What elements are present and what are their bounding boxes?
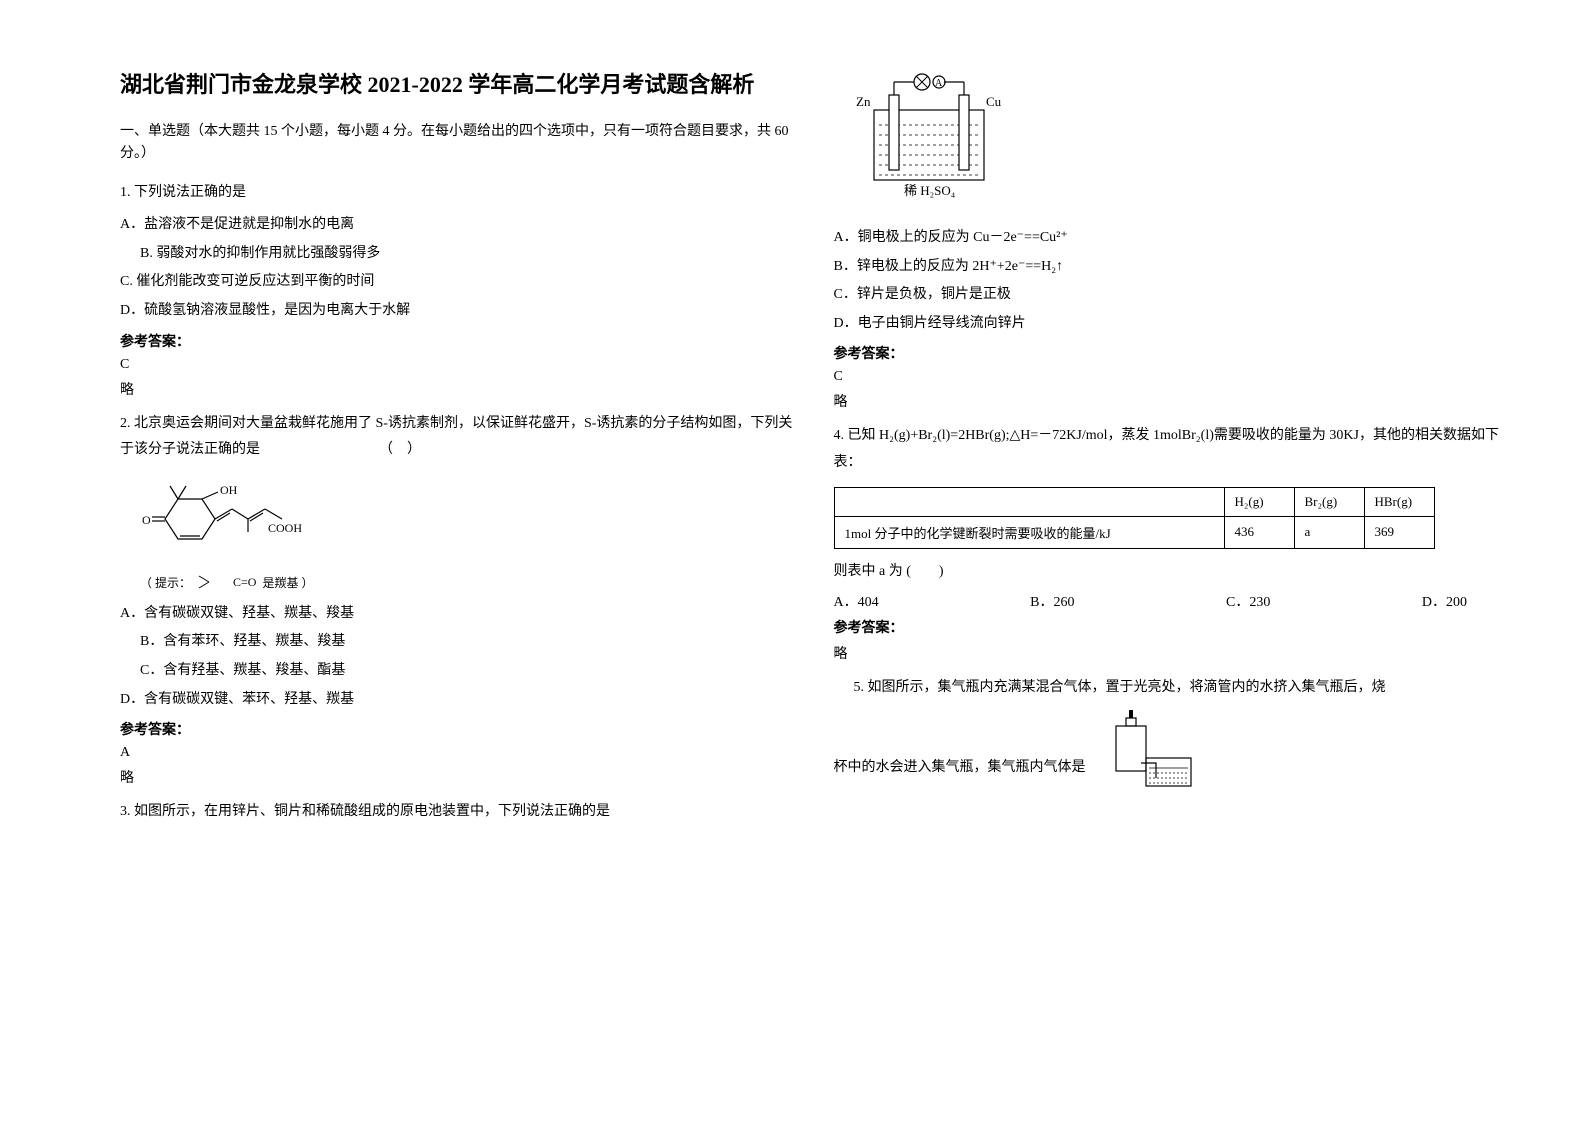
q1-option-a: A．盐溶液不是促进就是抑制水的电离: [120, 212, 794, 239]
q2-option-c: C．含有羟基、羰基、羧基、酯基: [120, 658, 794, 685]
question-3-options: A．铜电极上的反应为 Cu－2e⁻==Cu²⁺ B．锌电极上的反应为 2H⁺+2…: [834, 225, 1508, 411]
galvanic-cell-diagram: A Zn Cu 稀 H₂SO₄: [844, 70, 1508, 205]
q3-option-c: C．锌片是负极，铜片是正极: [834, 282, 1508, 309]
mol-cooh-label: COOH: [268, 521, 302, 535]
question-1: 1. 下列说法正确的是 A．盐溶液不是促进就是抑制水的电离 B. 弱酸对水的抑制…: [120, 180, 794, 399]
q5-stem-2: 杯中的水会进入集气瓶，集气瓶内气体是: [834, 755, 1086, 782]
hint-prefix: （ 提示：: [140, 574, 191, 591]
q1-option-c: C. 催化剂能改变可逆反应达到平衡的时间: [120, 269, 794, 296]
mol-oh-label: OH: [220, 483, 238, 497]
svg-text:A: A: [935, 78, 943, 89]
q4-stem: 4. 已知 H₂(g)+Br₂(l)=2HBr(g);△H=－72KJ/mol，…: [834, 423, 1508, 476]
q4-option-a: A．404: [834, 591, 879, 611]
hint-suffix: 是羰基 ）: [262, 574, 313, 591]
h2so4-label: 稀 H₂SO₄: [904, 183, 956, 198]
q2-hint: （ 提示： C=O 是羰基 ）: [140, 574, 794, 591]
q4-note: 略: [834, 643, 1508, 663]
q5-stem-1: 5. 如图所示，集气瓶内充满某混合气体，置于光亮处，将滴管内的水挤入集气瓶后，烧: [834, 675, 1508, 702]
molecule-diagram: O OH COOH: [140, 474, 794, 564]
q2-answer-label: 参考答案：: [120, 719, 794, 739]
q1-note: 略: [120, 379, 794, 399]
question-2: 2. 北京奥运会期间对大量盆栽鲜花施用了 S-诱抗素制剂，以保证鲜花盛开，S-诱…: [120, 411, 794, 788]
q4-table: H₂(g) Br₂(g) HBr(g) 1mol 分子中的化学键断裂时需要吸收的…: [834, 487, 1435, 549]
q3-stem: 3. 如图所示，在用锌片、铜片和稀硫酸组成的原电池装置中，下列说法正确的是: [120, 799, 794, 826]
q1-answer: C: [120, 357, 794, 373]
th-blank: [834, 487, 1224, 516]
cell-svg: A Zn Cu 稀 H₂SO₄: [844, 70, 1014, 200]
q2-option-b: B．含有苯环、羟基、羰基、羧基: [120, 629, 794, 656]
q3-answer: C: [834, 369, 1508, 385]
q1-option-d: D．硫酸氢钠溶液显酸性，是因为电离大于水解: [120, 298, 794, 325]
table-data-row: 1mol 分子中的化学键断裂时需要吸收的能量/kJ 436 a 369: [834, 516, 1434, 548]
carbonyl-icon: [197, 574, 227, 590]
q1-answer-label: 参考答案：: [120, 331, 794, 351]
mol-o-label: O: [142, 513, 151, 527]
question-5: 5. 如图所示，集气瓶内充满某混合气体，置于光亮处，将滴管内的水挤入集气瓶后，烧…: [834, 675, 1508, 788]
row-label: 1mol 分子中的化学键断裂时需要吸收的能量/kJ: [834, 516, 1224, 548]
q3-option-a: A．铜电极上的反应为 Cu－2e⁻==Cu²⁺: [834, 225, 1508, 252]
th-br2: Br₂(g): [1294, 487, 1364, 516]
q4-option-c: C．230: [1226, 591, 1270, 611]
q4-options-row: A．404 B．260 C．230 D．200: [834, 591, 1508, 611]
th-hbr: HBr(g): [1364, 487, 1434, 516]
val-h2: 436: [1224, 516, 1294, 548]
q4-tail: 则表中 a 为 ( ): [834, 559, 1508, 586]
q2-answer: A: [120, 745, 794, 761]
q1-stem: 1. 下列说法正确的是: [120, 180, 794, 207]
q4-option-d: D．200: [1422, 591, 1467, 611]
q2-note: 略: [120, 767, 794, 787]
cu-label: Cu: [986, 94, 1002, 109]
q3-note: 略: [834, 391, 1508, 411]
section-1-header: 一、单选题（本大题共 15 个小题，每小题 4 分。在每小题给出的四个选项中，只…: [120, 121, 794, 166]
q5-apparatus-row: 杯中的水会进入集气瓶，集气瓶内气体是: [834, 708, 1508, 788]
q3-answer-label: 参考答案：: [834, 343, 1508, 363]
table-header-row: H₂(g) Br₂(g) HBr(g): [834, 487, 1434, 516]
q3-option-b: B．锌电极上的反应为 2H⁺+2e⁻==H₂↑: [834, 254, 1508, 281]
right-column: A Zn Cu 稀 H₂SO₄ A．铜电极上的反应为 Cu－2e⁻==Cu²⁺ …: [814, 70, 1528, 1082]
q2-option-d: D．含有碳碳双键、苯环、羟基、羰基: [120, 687, 794, 714]
left-column: 湖北省荆门市金龙泉学校 2021-2022 学年高二化学月考试题含解析 一、单选…: [100, 70, 814, 1082]
th-h2: H₂(g): [1224, 487, 1294, 516]
molecule-svg: O OH COOH: [140, 474, 340, 564]
apparatus-diagram: [1096, 708, 1206, 788]
q2-stem: 2. 北京奥运会期间对大量盆栽鲜花施用了 S-诱抗素制剂，以保证鲜花盛开，S-诱…: [120, 411, 794, 464]
document-title: 湖北省荆门市金龙泉学校 2021-2022 学年高二化学月考试题含解析: [120, 70, 794, 101]
q2-option-a: A．含有碳碳双键、羟基、羰基、羧基: [120, 601, 794, 628]
question-3-stem: 3. 如图所示，在用锌片、铜片和稀硫酸组成的原电池装置中，下列说法正确的是: [120, 799, 794, 826]
q4-option-b: B．260: [1030, 591, 1074, 611]
val-br2: a: [1294, 516, 1364, 548]
q1-option-b: B. 弱酸对水的抑制作用就比强酸弱得多: [120, 241, 794, 268]
q3-option-d: D．电子由铜片经导线流向锌片: [834, 311, 1508, 338]
q4-answer-label: 参考答案：: [834, 617, 1508, 637]
hint-formula: C=O: [233, 575, 256, 590]
question-4: 4. 已知 H₂(g)+Br₂(l)=2HBr(g);△H=－72KJ/mol，…: [834, 423, 1508, 663]
zn-label: Zn: [856, 94, 871, 109]
val-hbr: 369: [1364, 516, 1434, 548]
